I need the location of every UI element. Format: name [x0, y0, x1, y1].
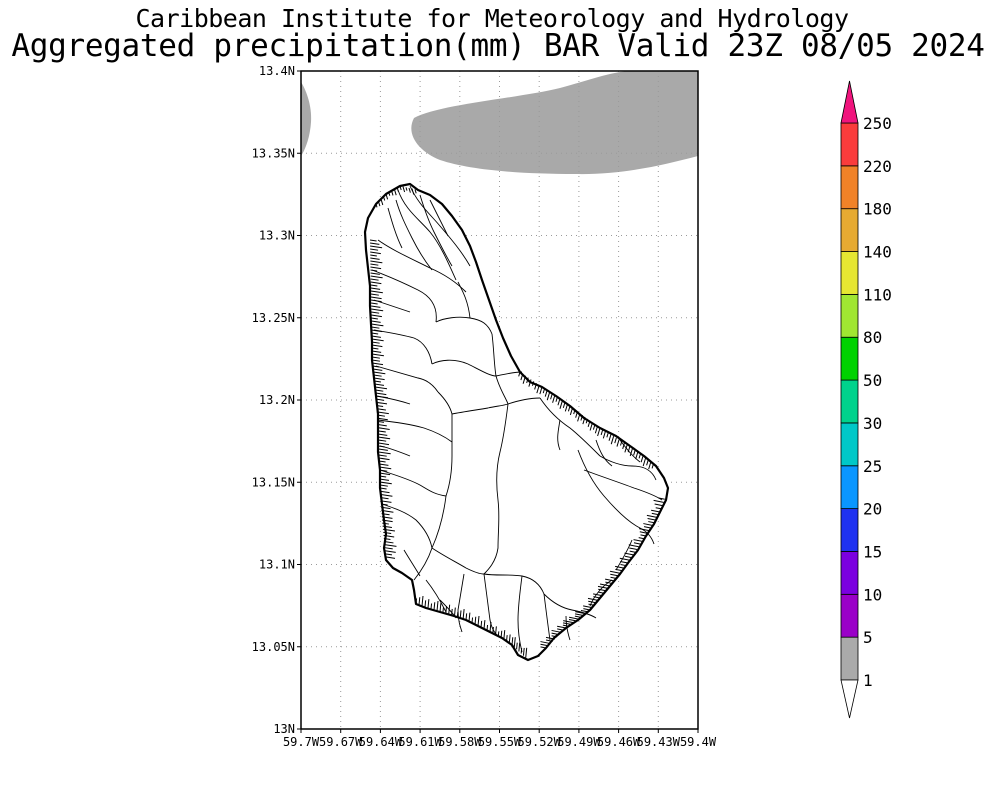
- colorbar-segment: [840, 251, 859, 295]
- lon-tick-label: 59.55W: [478, 735, 522, 749]
- precip-area-west: [301, 82, 312, 156]
- coastal-ravines: [369, 185, 665, 658]
- longitude-axis: 59.7W 59.67W59.64W59.61W59.58W59.55W59.52…: [283, 729, 717, 749]
- colorbar-segment: [840, 379, 859, 424]
- colorbar-segment: [840, 465, 859, 510]
- lon-tick-label: 59.64W: [359, 735, 403, 749]
- lat-tick-label: 13.2N: [259, 393, 295, 407]
- lat-tick-label: 13N: [273, 722, 295, 736]
- colorbar-segment: [840, 551, 859, 595]
- colorbar-segment: [840, 593, 859, 638]
- colorbar-label: 180: [863, 200, 892, 219]
- title-line-2: Aggregated precipitation(mm) BAR Valid 2…: [11, 28, 985, 64]
- colorbar-label: 25: [863, 457, 882, 476]
- colorbar-label: 80: [863, 328, 882, 347]
- lon-tick-label: 59.4W: [680, 735, 717, 749]
- colorbar-label: 30: [863, 414, 882, 433]
- colorbar-over-triangle: [840, 80, 859, 124]
- colorbar-segment: [840, 165, 859, 210]
- colorbar-segment: [840, 422, 859, 467]
- colorbar-segment: [840, 208, 859, 252]
- map-plot-area: [300, 70, 699, 730]
- precip-area-north: [411, 71, 698, 175]
- latitude-axis: 13.4N 13.35N 13.3N 13.25N 13.2N 13.15N 13.1N 13…: [252, 64, 301, 736]
- lat-tick-label: 13.35N: [252, 146, 295, 160]
- colorbar-label: 5: [863, 628, 873, 647]
- colorbar-segment: [840, 122, 859, 167]
- lon-tick-label: 59.67W: [319, 735, 363, 749]
- lat-tick-label: 13.4N: [259, 64, 295, 78]
- colorbar-label: 1: [863, 671, 873, 690]
- lat-tick-label: 13.1N: [259, 558, 295, 572]
- colorbar-label: 140: [863, 243, 892, 262]
- colorbar-label: 50: [863, 371, 882, 390]
- colorbar-segment: [840, 293, 859, 338]
- lon-tick-label: 59.46W: [597, 735, 641, 749]
- lon-tick-label: 59.43W: [637, 735, 681, 749]
- colorbar-label: 220: [863, 157, 892, 176]
- lat-tick-label: 13.25N: [252, 311, 295, 325]
- colorbar-segment: [840, 336, 859, 381]
- lon-tick-label: 59.58W: [438, 735, 482, 749]
- colorbar-segment: [840, 508, 859, 552]
- lon-tick-label: 59.7W: [283, 735, 320, 749]
- colorbar-label: 10: [863, 585, 882, 604]
- colorbar-label: 250: [863, 114, 892, 133]
- colorbar-label: 20: [863, 500, 882, 519]
- watershed-boundaries: [371, 185, 663, 653]
- lat-tick-label: 13.05N: [252, 640, 295, 654]
- colorbar-label: 15: [863, 542, 882, 561]
- colorbar-under-triangle: [840, 679, 859, 719]
- lon-tick-label: 59.49W: [557, 735, 601, 749]
- lon-tick-label: 59.52W: [518, 735, 562, 749]
- colorbar-label: 110: [863, 285, 892, 304]
- colorbar-segment: [840, 636, 859, 681]
- lon-tick-label: 59.61W: [398, 735, 442, 749]
- lat-tick-label: 13.15N: [252, 475, 295, 489]
- lat-tick-label: 13.3N: [259, 229, 295, 243]
- barbados-island: [363, 182, 670, 662]
- title-line-1: Caribbean Institute for Meteorology and …: [135, 4, 849, 33]
